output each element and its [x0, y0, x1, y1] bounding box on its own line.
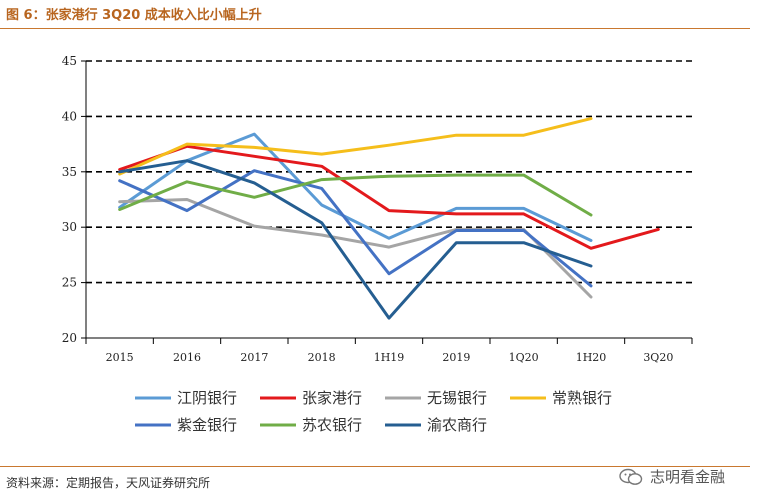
x-tick-label: 1Q20 — [509, 351, 539, 364]
legend-item: 张家港行 — [260, 389, 362, 407]
legend-label: 苏农银行 — [302, 416, 362, 434]
legend-label: 渝农商行 — [427, 416, 487, 434]
series-line — [118, 159, 593, 320]
legend-item: 苏农银行 — [260, 416, 362, 434]
watermark: 志明看金融 — [618, 466, 725, 487]
legend-item: 渝农商行 — [385, 416, 487, 434]
legend-item: 常熟银行 — [510, 389, 612, 407]
line-chart: 20 25 30 35 40 45 2015 2016 2017 2018 1H19 2019 1Q20… — [62, 54, 693, 434]
x-tick-label: 2017 — [240, 351, 268, 364]
x-tick-label: 3Q20 — [643, 351, 673, 364]
legend-label: 张家港行 — [302, 389, 362, 407]
y-tick-label: 40 — [62, 109, 77, 123]
x-tick-label: 1H20 — [576, 351, 607, 364]
x-tick-label: 2018 — [308, 351, 336, 364]
y-tick-label: 20 — [62, 331, 77, 345]
series-line — [118, 117, 593, 176]
series-line — [118, 169, 593, 288]
legend-label: 紫金银行 — [177, 416, 237, 434]
x-tick-label: 1H19 — [374, 351, 405, 364]
y-tick-label: 35 — [62, 165, 77, 179]
legend-item: 紫金银行 — [135, 416, 237, 434]
bottom-divider — [0, 466, 750, 467]
legend-label: 常熟银行 — [552, 389, 612, 407]
x-tick-label: 2015 — [106, 351, 134, 364]
series-lines — [118, 117, 660, 320]
gridlines — [86, 60, 692, 284]
chart-title: 图 6：张家港行 3Q20 成本收入比小幅上升 — [6, 8, 262, 23]
legend-label: 无锡银行 — [427, 389, 487, 407]
y-tick-label: 25 — [62, 276, 77, 290]
legend-item: 无锡银行 — [385, 389, 487, 407]
watermark-text: 志明看金融 — [650, 468, 726, 486]
wechat-icon — [619, 468, 643, 485]
y-tick-label: 30 — [62, 220, 77, 234]
axes: 20 25 30 35 40 45 2015 2016 2017 2018 1H19 2019 1Q20… — [62, 54, 693, 364]
series-line — [118, 144, 660, 250]
top-divider — [0, 28, 750, 29]
y-tick-label: 45 — [62, 54, 77, 68]
series-line — [118, 132, 593, 242]
source-note: 资料来源：定期报告，天风证券研究所 — [6, 476, 211, 490]
x-tick-label: 2016 — [173, 351, 201, 364]
x-tick-label: 2019 — [442, 351, 470, 364]
series-line — [118, 173, 593, 217]
legend-label: 江阴银行 — [177, 389, 237, 407]
legend-item: 江阴银行 — [135, 389, 237, 407]
